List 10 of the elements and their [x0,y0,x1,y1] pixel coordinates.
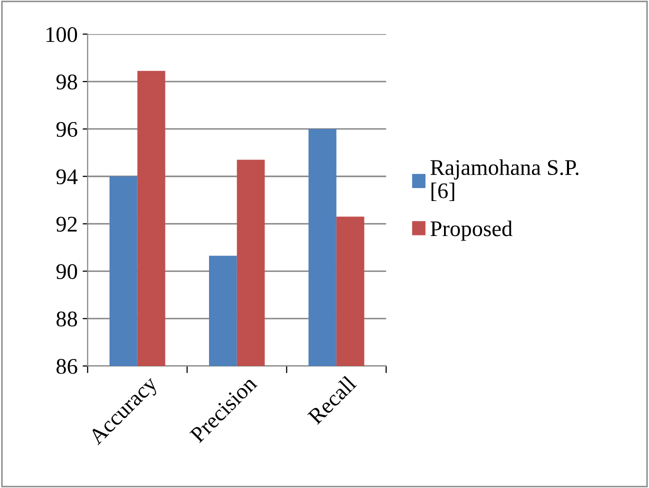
y-tick-label: 94 [56,169,78,184]
legend-label: Proposed [430,220,512,241]
y-tick-label: 86 [56,358,78,374]
y-tick-label: 92 [56,216,77,232]
y-tick-label: 98 [56,74,78,90]
y-tick-label: 90 [56,264,78,280]
y-tick-label: 100 [46,27,78,42]
y-tick-label: 96 [56,122,78,137]
y-tick-label: 88 [56,312,78,327]
legend-label: Rajamohana S.P. [6] [430,159,578,202]
